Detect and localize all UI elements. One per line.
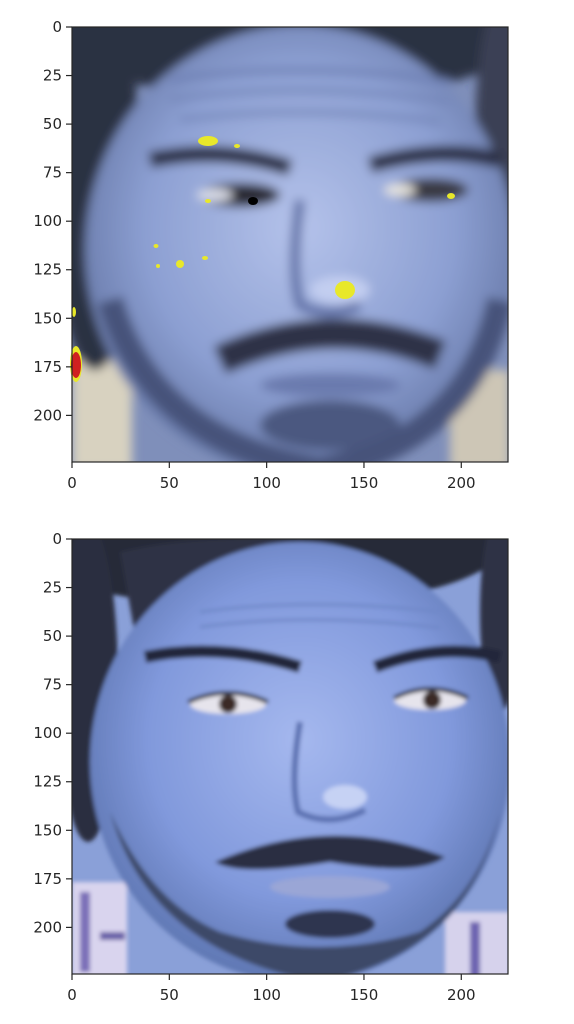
x-tick-label: 100 xyxy=(252,986,281,1004)
y-tick-label: 150 xyxy=(33,309,62,327)
y-axis: 0 25 50 75 100 125 150 175 200 xyxy=(33,18,72,424)
saliency-spot xyxy=(71,352,81,378)
x-axis: 0 50 100 150 200 xyxy=(67,462,476,492)
y-tick-label: 125 xyxy=(33,261,62,279)
saliency-spot xyxy=(234,144,240,148)
x-tick-label: 200 xyxy=(447,474,476,492)
x-tick-label: 0 xyxy=(67,474,77,492)
saliency-markers xyxy=(70,136,455,382)
original-plot: 0 50 100 150 200 0 25 50 75 100 125 150 175 200 xyxy=(33,530,509,1004)
y-tick-label: 75 xyxy=(43,164,62,182)
x-tick-label: 150 xyxy=(350,986,379,1004)
y-tick-label: 0 xyxy=(52,530,62,548)
original-face-image xyxy=(72,539,508,974)
y-tick-label: 175 xyxy=(33,358,62,376)
saliency-spot xyxy=(205,199,211,203)
y-tick-label: 100 xyxy=(33,724,62,742)
saliency-spot xyxy=(198,136,218,146)
y-tick-label: 25 xyxy=(43,67,62,85)
y-tick-label: 25 xyxy=(43,579,62,597)
y-tick-label: 125 xyxy=(33,773,62,791)
x-tick-label: 150 xyxy=(350,474,379,492)
blurred-face-image xyxy=(72,27,508,462)
y-tick-label: 200 xyxy=(33,918,62,936)
y-tick-label: 175 xyxy=(33,870,62,888)
y-axis: 0 25 50 75 100 125 150 175 200 xyxy=(33,530,72,936)
saliency-spot xyxy=(202,256,208,260)
x-axis: 0 50 100 150 200 xyxy=(67,974,476,1004)
saliency-spot xyxy=(176,260,184,268)
y-tick-label: 100 xyxy=(33,212,62,230)
axes-frame xyxy=(71,538,509,975)
saliency-spot xyxy=(248,197,258,205)
saliency-spot xyxy=(153,244,159,248)
y-tick-label: 0 xyxy=(52,18,62,36)
x-tick-label: 0 xyxy=(67,986,77,1004)
x-tick-label: 100 xyxy=(252,474,281,492)
saliency-spot xyxy=(447,193,455,199)
y-tick-label: 50 xyxy=(43,627,62,645)
original-panel: 0 50 100 150 200 0 25 50 75 100 125 150 175 200 xyxy=(0,512,574,1024)
saliency-spot xyxy=(72,307,76,317)
x-tick-label: 50 xyxy=(160,986,179,1004)
y-tick-label: 150 xyxy=(33,821,62,839)
saliency-plot: 0 50 100 150 200 0 25 50 75 100 125 150 175 200 xyxy=(33,18,509,492)
saliency-spot xyxy=(335,281,355,299)
x-tick-label: 50 xyxy=(160,474,179,492)
x-tick-label: 200 xyxy=(447,986,476,1004)
y-tick-label: 200 xyxy=(33,406,62,424)
y-tick-label: 50 xyxy=(43,115,62,133)
y-tick-label: 75 xyxy=(43,676,62,694)
saliency-spot xyxy=(156,264,160,268)
saliency-panel: 0 50 100 150 200 0 25 50 75 100 125 150 175 200 xyxy=(33,18,509,492)
axes-frame xyxy=(71,26,509,463)
